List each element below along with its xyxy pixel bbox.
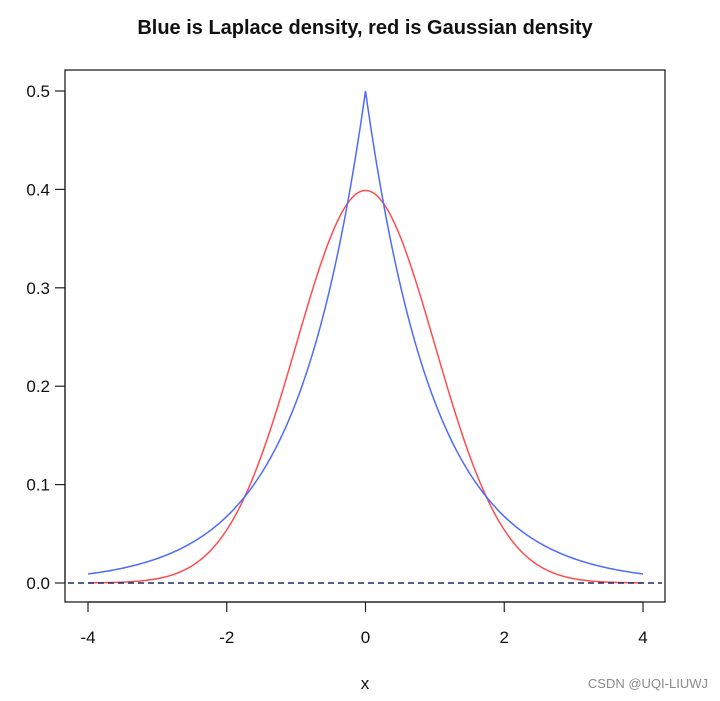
y-tick-label: 0.5 — [26, 82, 50, 101]
x-tick-label: 0 — [361, 628, 370, 647]
y-axis: 0.0 0.1 0.2 0.3 0.4 0.5 — [26, 82, 66, 593]
x-tick-label: 2 — [500, 628, 509, 647]
x-tick-label: -4 — [80, 628, 95, 647]
series-layer — [68, 90, 662, 584]
x-tick-label: -2 — [219, 628, 234, 647]
watermark: CSDN @UQI-LIUWJ — [587, 676, 708, 691]
y-tick-label: 0.1 — [26, 476, 50, 495]
y-tick-label: 0.4 — [26, 180, 50, 199]
y-tick-label: 0.0 — [26, 574, 50, 593]
x-axis: -4 -2 0 2 4 — [80, 601, 648, 647]
gaussian-density-line — [87, 189, 644, 584]
laplace-density-line — [87, 90, 644, 575]
y-tick-label: 0.2 — [26, 377, 50, 396]
y-tick-label: 0.3 — [26, 279, 50, 298]
plot-frame — [64, 69, 666, 603]
chart-title: Blue is Laplace density, red is Gaussian… — [137, 17, 593, 39]
x-axis-title: x — [361, 674, 370, 693]
x-tick-label: 4 — [638, 628, 647, 647]
